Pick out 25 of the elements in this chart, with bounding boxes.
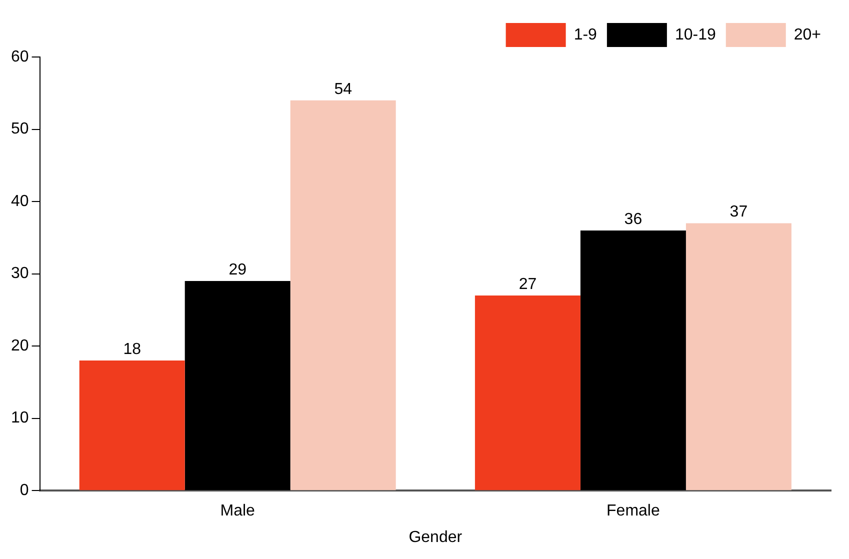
legend-label: 1-9 [574, 26, 598, 44]
y-tick-label: 30 [11, 265, 29, 282]
legend-label: 10-19 [674, 26, 716, 44]
bar [290, 100, 396, 490]
y-tick-label: 50 [11, 120, 29, 138]
data-label: 18 [123, 340, 142, 358]
legend-label: 20+ [794, 26, 821, 44]
data-label: 36 [624, 210, 642, 228]
bar [474, 295, 580, 490]
x-tick-label: Female [606, 502, 660, 520]
y-tick-label: 10 [11, 410, 29, 427]
x-tick-label: Male [220, 502, 256, 520]
bar [184, 281, 290, 490]
y-tick-label: 60 [11, 48, 29, 66]
y-tick-label: 40 [11, 192, 29, 210]
bar [686, 223, 792, 490]
bar [580, 230, 686, 490]
y-tick-label: 0 [20, 482, 29, 500]
bar [79, 360, 185, 490]
data-label: 29 [228, 261, 247, 278]
data-label: 37 [730, 204, 748, 221]
x-axis-title: Gender [408, 528, 463, 546]
data-label: 27 [518, 276, 537, 293]
y-tick-label: 20 [11, 337, 29, 354]
data-label: 54 [334, 80, 352, 98]
